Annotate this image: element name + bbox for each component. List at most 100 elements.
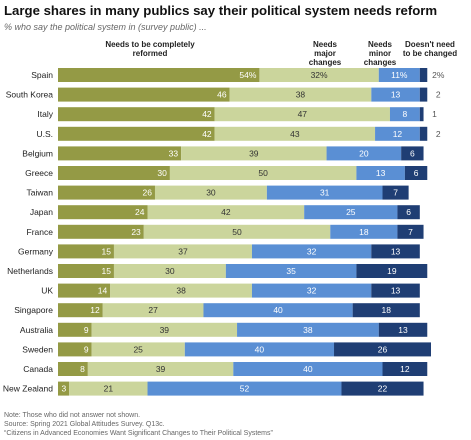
- category-label-japan: Japan: [30, 207, 53, 217]
- value-label-singapore-completely-reformed: 12: [90, 305, 100, 315]
- value-label-uk-completely-reformed: 14: [98, 286, 108, 296]
- category-label-new-zealand: New Zealand: [3, 384, 53, 394]
- value-label-japan-completely-reformed: 24: [135, 207, 145, 217]
- bar-canada-major-changes: [87, 362, 234, 376]
- bar-sweden-no-change: [334, 342, 431, 357]
- bar-italy-major-changes: [214, 107, 390, 122]
- value-label-france-minor-changes: 18: [359, 227, 369, 237]
- value-label-australia-major-changes: 39: [160, 325, 170, 335]
- category-label-u-s: U.S.: [36, 129, 53, 139]
- value-label-south-korea-minor-changes: 13: [391, 90, 401, 100]
- category-label-belgium: Belgium: [22, 148, 53, 158]
- value-label-japan-major-changes: 42: [221, 207, 231, 217]
- value-label-new-zealand-completely-reformed: 3: [61, 384, 66, 394]
- bar-new-zealand-completely-reformed: [58, 381, 70, 396]
- value-label-sweden-completely-reformed: 9: [84, 344, 89, 354]
- bar-netherlands-completely-reformed: [58, 264, 114, 278]
- category-label-uk: UK: [41, 286, 53, 296]
- bar-germany-major-changes: [113, 244, 252, 259]
- value-label-france-major-changes: 50: [232, 227, 242, 237]
- category-label-taiwan: Taiwan: [27, 188, 54, 198]
- bar-canada-completely-reformed: [58, 362, 88, 376]
- bar-netherlands-major-changes: [113, 264, 226, 278]
- bar-japan-no-change: [397, 205, 420, 220]
- bar-belgium-minor-changes: [326, 146, 402, 161]
- value-label-singapore-major-changes: 27: [148, 305, 158, 315]
- value-label-australia-no-change: 13: [398, 325, 408, 335]
- bar-japan-completely-reformed: [58, 205, 148, 220]
- bar-south-korea-minor-changes: [371, 87, 420, 102]
- bar-spain-no-change: [419, 68, 428, 82]
- category-label-italy: Italy: [37, 109, 53, 119]
- value-label-japan-minor-changes: 25: [346, 207, 356, 217]
- bar-spain-major-changes: [259, 68, 379, 82]
- value-label-spain-no-change: 2%: [432, 70, 445, 80]
- bar-taiwan-major-changes: [154, 185, 267, 200]
- bar-france-major-changes: [143, 224, 331, 239]
- bar-canada-no-change: [382, 362, 428, 376]
- value-label-italy-minor-changes: 8: [403, 109, 408, 119]
- bar-australia-no-change: [378, 322, 428, 337]
- category-label-greece: Greece: [25, 168, 53, 178]
- value-label-singapore-no-change: 18: [382, 305, 392, 315]
- value-label-uk-minor-changes: 32: [307, 286, 317, 296]
- bar-japan-minor-changes: [304, 205, 398, 220]
- bar-taiwan-minor-changes: [266, 185, 383, 200]
- value-label-belgium-minor-changes: 20: [359, 148, 369, 158]
- value-label-italy-completely-reformed: 42: [202, 109, 212, 119]
- bar-taiwan-no-change: [382, 185, 409, 200]
- value-label-greece-major-changes: 50: [258, 168, 268, 178]
- value-label-italy-major-changes: 47: [298, 109, 308, 119]
- bar-italy-no-change: [419, 107, 424, 122]
- category-label-australia: Australia: [20, 325, 53, 335]
- category-label-sweden: Sweden: [22, 344, 53, 354]
- legend-header-major-changes: Needs major changes: [308, 40, 342, 67]
- bar-france-no-change: [397, 224, 424, 239]
- value-label-canada-major-changes: 39: [156, 364, 166, 374]
- value-label-greece-no-change: 6: [414, 168, 419, 178]
- value-label-new-zealand-no-change: 22: [378, 384, 388, 394]
- value-label-belgium-major-changes: 39: [249, 148, 259, 158]
- bar-germany-no-change: [371, 244, 420, 259]
- value-label-taiwan-completely-reformed: 26: [143, 188, 153, 198]
- bar-uk-no-change: [371, 283, 420, 298]
- category-label-netherlands: Netherlands: [7, 266, 53, 276]
- value-label-australia-minor-changes: 38: [303, 325, 313, 335]
- bar-greece-no-change: [404, 166, 428, 180]
- value-label-uk-no-change: 13: [391, 286, 401, 296]
- bar-germany-minor-changes: [251, 244, 372, 259]
- report-title-text: “Citizens in Advanced Economies Want Sig…: [4, 430, 273, 437]
- value-label-australia-completely-reformed: 9: [84, 325, 89, 335]
- legend-header-minor-changes: Needs minor changes: [363, 40, 397, 67]
- bar-netherlands-no-change: [356, 264, 428, 278]
- bar-spain-completely-reformed: [58, 68, 260, 82]
- value-label-spain-major-changes: 32%: [311, 70, 328, 80]
- value-label-germany-major-changes: 37: [178, 246, 188, 256]
- value-label-u-s-minor-changes: 12: [393, 129, 403, 139]
- bar-greece-major-changes: [169, 166, 357, 180]
- value-label-japan-no-change: 6: [406, 207, 411, 217]
- value-label-netherlands-minor-changes: 35: [286, 266, 296, 276]
- value-label-new-zealand-major-changes: 21: [104, 384, 114, 394]
- bar-singapore-major-changes: [102, 303, 204, 318]
- legend-header-no-change: Doesn't need to be changed: [402, 40, 458, 58]
- value-label-u-s-completely-reformed: 42: [202, 129, 212, 139]
- value-label-canada-completely-reformed: 8: [80, 364, 85, 374]
- value-label-taiwan-minor-changes: 31: [320, 188, 330, 198]
- bar-sweden-minor-changes: [184, 342, 335, 357]
- category-label-canada: Canada: [23, 364, 53, 374]
- value-label-germany-minor-changes: 32: [307, 246, 317, 256]
- chart-title: Large shares in many publics say their p…: [4, 3, 438, 18]
- bar-u-s-completely-reformed: [58, 126, 215, 141]
- bar-sweden-major-changes: [91, 342, 185, 357]
- chart-subtitle: % who say the political system in (surve…: [4, 22, 207, 32]
- value-label-greece-minor-changes: 13: [376, 168, 386, 178]
- value-label-netherlands-completely-reformed: 15: [101, 266, 111, 276]
- value-label-germany-no-change: 13: [391, 246, 401, 256]
- value-label-taiwan-no-change: 7: [393, 188, 398, 198]
- category-label-germany: Germany: [18, 246, 54, 256]
- value-label-south-korea-completely-reformed: 46: [217, 90, 227, 100]
- value-label-france-no-change: 7: [408, 227, 413, 237]
- value-label-spain-completely-reformed: 54%: [239, 70, 256, 80]
